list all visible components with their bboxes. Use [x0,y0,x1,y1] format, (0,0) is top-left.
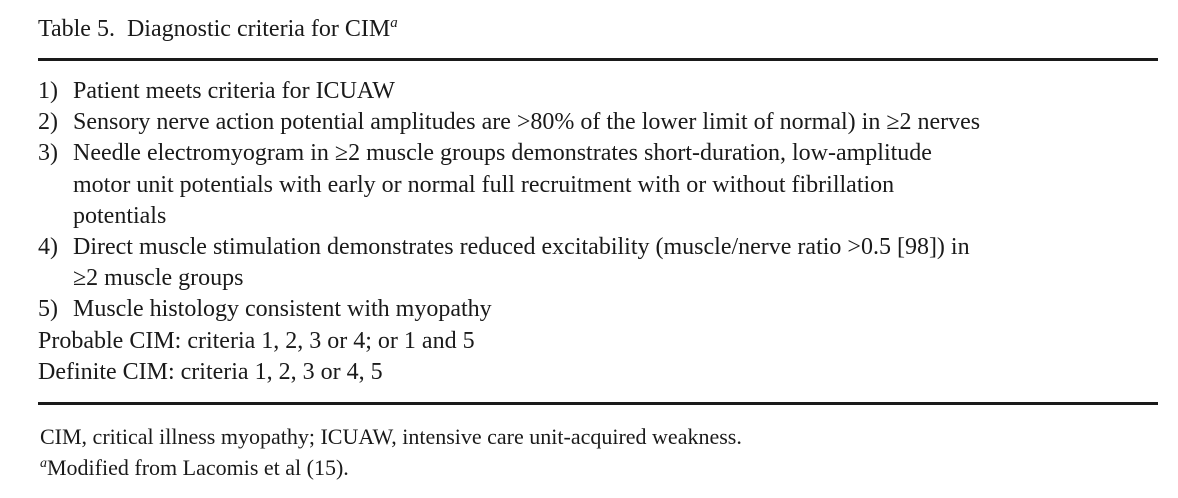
source-footnote-text: Modified from Lacomis et al (15). [47,455,349,480]
criterion-4: 4) Direct muscle stimulation demonstrate… [38,232,1158,294]
criterion-1: 1) Patient meets criteria for ICUAW [38,76,1158,107]
criterion-text-line: ≥2 muscle groups [73,265,244,292]
table-footnotes: CIM, critical illness myopathy; ICUAW, i… [40,421,742,483]
criterion-number: 3) [38,140,58,167]
source-footnote-marker: a [40,456,47,471]
table-caption: Table 5. Diagnostic criteria for CIMa [38,14,398,44]
criterion-number: 1) [38,78,58,104]
probable-cim: Probable CIM: criteria 1, 2, 3 or 4; or … [38,327,475,354]
criterion-text: Patient meets criteria for ICUAW [73,78,395,104]
criterion-text-line: potentials [73,202,167,229]
criterion-text-line: Direct muscle stimulation demonstrates r… [73,234,970,261]
criterion-number: 2) [38,109,58,136]
criterion-number: 5) [38,296,58,323]
criterion-5: 5) Muscle histology consistent with myop… [38,294,1158,325]
criterion-text: Sensory nerve action potential amplitude… [73,109,981,136]
table-title: Diagnostic criteria for CIM [126,16,391,42]
criterion-text-line: Needle electromyogram in ≥2 muscle group… [73,140,932,167]
table-bottom-rule [38,402,1158,405]
criterion-text-line: motor unit potentials with early or norm… [73,171,895,198]
criterion-3: 3) Needle electromyogram in ≥2 muscle gr… [38,138,1158,232]
source-footnote: aModified from Lacomis et al (15). [40,452,742,483]
table-body: 1) Patient meets criteria for ICUAW 2) S… [38,76,1158,388]
definite-cim: Definite CIM: criteria 1, 2, 3 or 4, 5 [38,358,383,385]
title-footnote-marker: a [390,15,398,31]
criterion-text: Muscle histology consistent with myopath… [73,296,492,323]
table-top-rule [38,58,1158,61]
criterion-number: 4) [38,234,58,261]
criterion-2: 2) Sensory nerve action potential amplit… [38,107,1158,138]
table-label: Table 5. [38,16,115,42]
abbreviations-footnote: CIM, critical illness myopathy; ICUAW, i… [40,424,742,449]
